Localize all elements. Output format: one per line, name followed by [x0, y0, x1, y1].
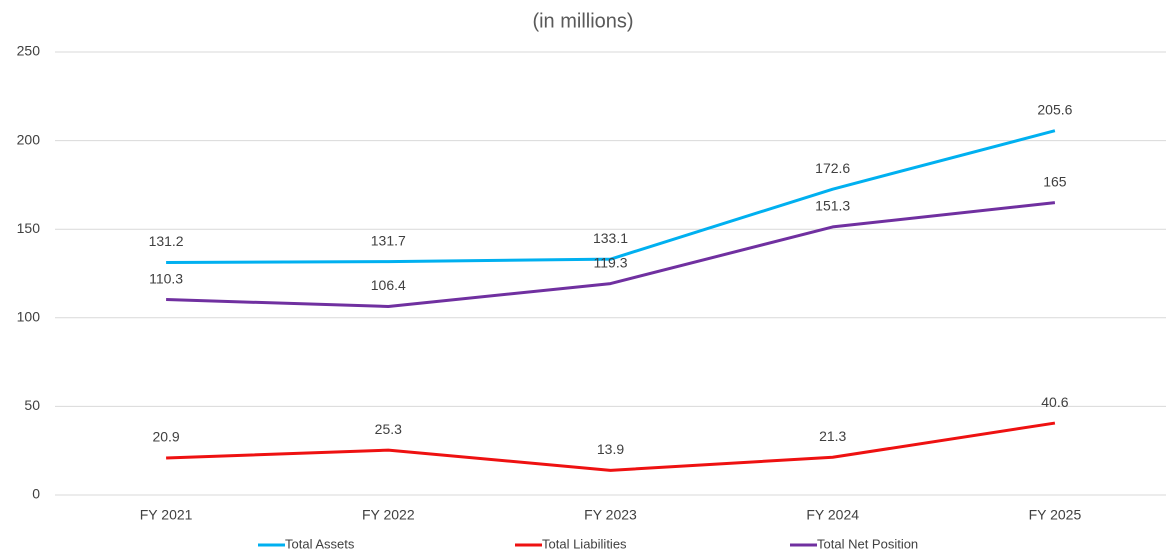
legend-label: Total Net Position	[817, 536, 918, 551]
y-tick-label: 250	[17, 43, 41, 59]
data-label: 110.3	[149, 270, 183, 286]
data-label: 205.6	[1037, 101, 1072, 117]
x-tick-label: FY 2022	[362, 507, 415, 523]
data-label: 165	[1043, 173, 1067, 189]
data-label: 131.7	[371, 232, 406, 248]
y-tick-label: 50	[24, 397, 40, 413]
data-label: 13.9	[597, 441, 624, 457]
data-label: 131.2	[149, 233, 184, 249]
data-label: 172.6	[815, 160, 850, 176]
chart-title: (in millions)	[532, 10, 633, 32]
y-tick-label: 200	[17, 131, 41, 147]
series-line	[166, 421, 1056, 472]
data-label: 119.3	[594, 254, 628, 270]
data-label: 151.3	[815, 198, 850, 214]
y-tick-label: 0	[32, 486, 40, 502]
y-tick-label: 100	[17, 309, 41, 325]
x-tick-label: FY 2023	[584, 507, 637, 523]
x-tick-label: FY 2021	[140, 507, 193, 523]
y-tick-label: 150	[17, 220, 41, 236]
legend-label: Total Liabilities	[542, 536, 627, 551]
x-tick-label: FY 2024	[806, 507, 859, 523]
data-label: 21.3	[819, 428, 846, 444]
data-label: 25.3	[375, 421, 402, 437]
data-label: 133.1	[593, 230, 628, 246]
data-label: 20.9	[152, 429, 179, 445]
data-label: 106.4	[371, 277, 406, 293]
x-tick-label: FY 2025	[1029, 507, 1082, 523]
data-label: 40.6	[1041, 394, 1068, 410]
series-line	[166, 129, 1056, 265]
series-line	[166, 201, 1056, 308]
legend-label: Total Assets	[285, 536, 355, 551]
